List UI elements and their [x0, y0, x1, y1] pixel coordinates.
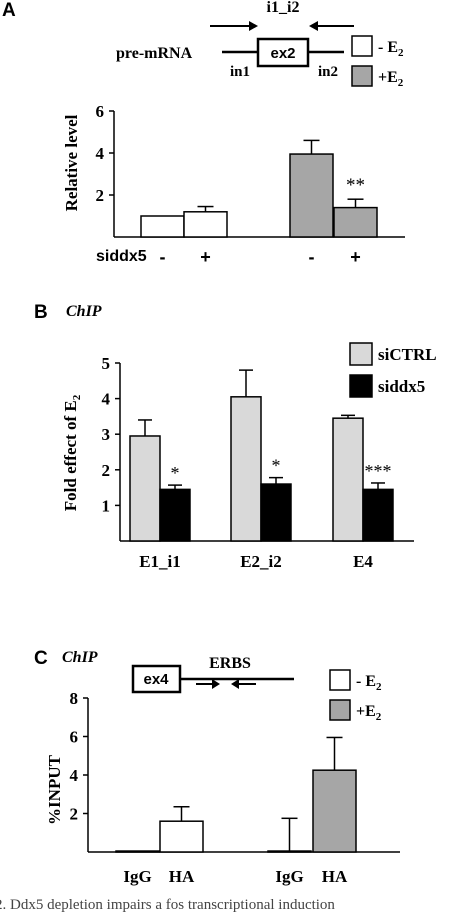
panel-c-plot: 2 4 6 8 IgG HA IgG HA	[70, 689, 400, 886]
panel-a-condition-label: +	[200, 247, 211, 267]
panel-a-significance-label: **	[346, 175, 365, 196]
panel-c: C ChIP ERBS ex4 - E2 +E2 %INPUT 2 4 6 8 IgG H…	[34, 648, 400, 886]
panel-a-y-axis-label: Relative level	[62, 114, 81, 211]
panel-a-y-tick-label: 4	[96, 144, 105, 163]
panel-a-siddx5-label: siddx5	[96, 248, 147, 265]
panel-b-y-tick-label: 2	[102, 461, 111, 480]
panel-b-title: ChIP	[66, 303, 102, 320]
panel-b-bar	[129, 435, 161, 542]
panel-a-condition-label: +	[350, 247, 361, 267]
panel-b-bar	[230, 396, 262, 542]
panel-c-letter: C	[34, 648, 48, 669]
panel-b-legend-swatch-sictrl	[349, 342, 373, 366]
panel-c-bar	[312, 769, 357, 853]
panel-b-bar	[159, 488, 191, 542]
panel-c-y-tick-label: 4	[70, 766, 79, 785]
panel-c-category-label: IgG	[123, 867, 151, 886]
panel-a-legend-swatch-minus	[351, 35, 373, 57]
panel-b-significance-label: ***	[365, 461, 392, 481]
panel-c-erbs-label: ERBS	[209, 655, 251, 672]
panel-a-bar	[289, 153, 334, 238]
panel-b-legend-swatch-siddx5	[349, 374, 373, 398]
panel-b-legend-label-sictrl: siCTRL	[378, 345, 437, 364]
panel-a-amplicon-label: i1_i2	[267, 0, 300, 16]
panel-b: B ChIP siCTRL siddx5 Fold effect of E2 1…	[34, 302, 437, 571]
panel-b-y-tick-label: 3	[102, 425, 111, 444]
panel-c-legend-label-minus: - E2	[356, 673, 382, 693]
panel-c-title: ChIP	[62, 649, 98, 666]
panel-b-category-label: E2_i2	[240, 552, 282, 571]
panel-a-condition-label: -	[309, 247, 315, 267]
panel-b-significance-label: *	[171, 463, 180, 483]
panel-a-pre-mrna-label: pre-mRNA	[116, 45, 193, 62]
panel-c-y-tick-label: 6	[70, 728, 79, 747]
panel-a-legend-label-plus: +E2	[378, 69, 404, 89]
panel-b-bar	[362, 488, 394, 542]
panel-b-legend-label-siddx5: siddx5	[378, 377, 425, 396]
figure-caption: 2. Ddx5 depletion impairs a fos transcri…	[0, 897, 335, 913]
panel-c-bar	[115, 850, 160, 853]
panel-a: A i1_i2 pre-mRNA ex2 in1 in2 - E2 +E2 Re…	[2, 0, 405, 267]
panel-a-gene-diagram: i1_i2 pre-mRNA ex2 in1 in2	[116, 0, 354, 80]
panel-b-plot: 1 2 3 4 5 * E1_i1 * E2_i2 *** E4	[102, 354, 414, 571]
panel-c-y-axis-label: %INPUT	[45, 754, 64, 825]
panel-a-condition-label: -	[160, 247, 166, 267]
panel-a-intron-right-label: in2	[318, 64, 338, 80]
panel-a-letter: A	[2, 0, 16, 21]
panel-a-y-tick-label: 6	[96, 102, 105, 121]
panel-a-legend: - E2 +E2	[351, 35, 404, 89]
panel-c-legend-swatch-plus	[329, 699, 351, 721]
panel-b-bar	[260, 483, 292, 542]
panel-a-intron-left-label: in1	[230, 64, 250, 80]
panel-b-significance-label: *	[272, 456, 281, 476]
panel-a-plot: 2 4 6 - + - ** +	[96, 102, 405, 267]
panel-b-y-tick-label: 4	[102, 390, 111, 409]
panel-a-bar	[183, 211, 228, 238]
panel-b-legend: siCTRL siddx5	[349, 342, 437, 398]
panel-b-category-label: E1_i1	[139, 552, 181, 571]
panel-b-bar	[332, 417, 364, 542]
panel-a-legend-label-minus: - E2	[378, 39, 404, 59]
panel-c-y-tick-label: 8	[70, 689, 79, 708]
panel-b-y-tick-label: 1	[102, 496, 111, 515]
panel-b-y-tick-label: 5	[102, 354, 111, 373]
panel-c-bar	[159, 820, 204, 853]
panel-a-reverse-primer-arrowhead	[309, 21, 318, 31]
panel-b-category-label: E4	[353, 552, 373, 571]
panel-c-exon-label: ex4	[143, 671, 169, 688]
panel-c-y-tick-label: 2	[70, 805, 79, 824]
panel-a-forward-primer-arrowhead	[249, 21, 258, 31]
panel-c-forward-primer-arrowhead	[212, 679, 220, 689]
panel-a-y-tick-label: 2	[96, 186, 105, 205]
panel-c-legend-label-plus: +E2	[356, 703, 382, 723]
panel-c-reverse-primer-arrowhead	[231, 679, 239, 689]
panel-c-legend: - E2 +E2	[329, 669, 382, 723]
panel-c-exon-box	[131, 664, 182, 694]
panel-b-letter: B	[34, 302, 48, 323]
panel-a-bar	[333, 206, 378, 238]
panel-c-category-label: HA	[322, 867, 348, 886]
panel-c-legend-swatch-minus	[329, 669, 351, 691]
panel-a-exon-label: ex2	[270, 45, 295, 62]
panel-c-bar	[267, 850, 312, 853]
panel-c-gene-diagram: ERBS ex4	[131, 655, 294, 694]
panel-c-category-label: IgG	[275, 867, 303, 886]
panel-a-legend-swatch-plus	[351, 65, 373, 87]
panel-a-bar	[140, 215, 185, 238]
panel-c-category-label: HA	[169, 867, 195, 886]
panel-b-y-axis-label: Fold effect of E2	[61, 394, 83, 511]
panel-a-exon-box	[256, 37, 310, 68]
